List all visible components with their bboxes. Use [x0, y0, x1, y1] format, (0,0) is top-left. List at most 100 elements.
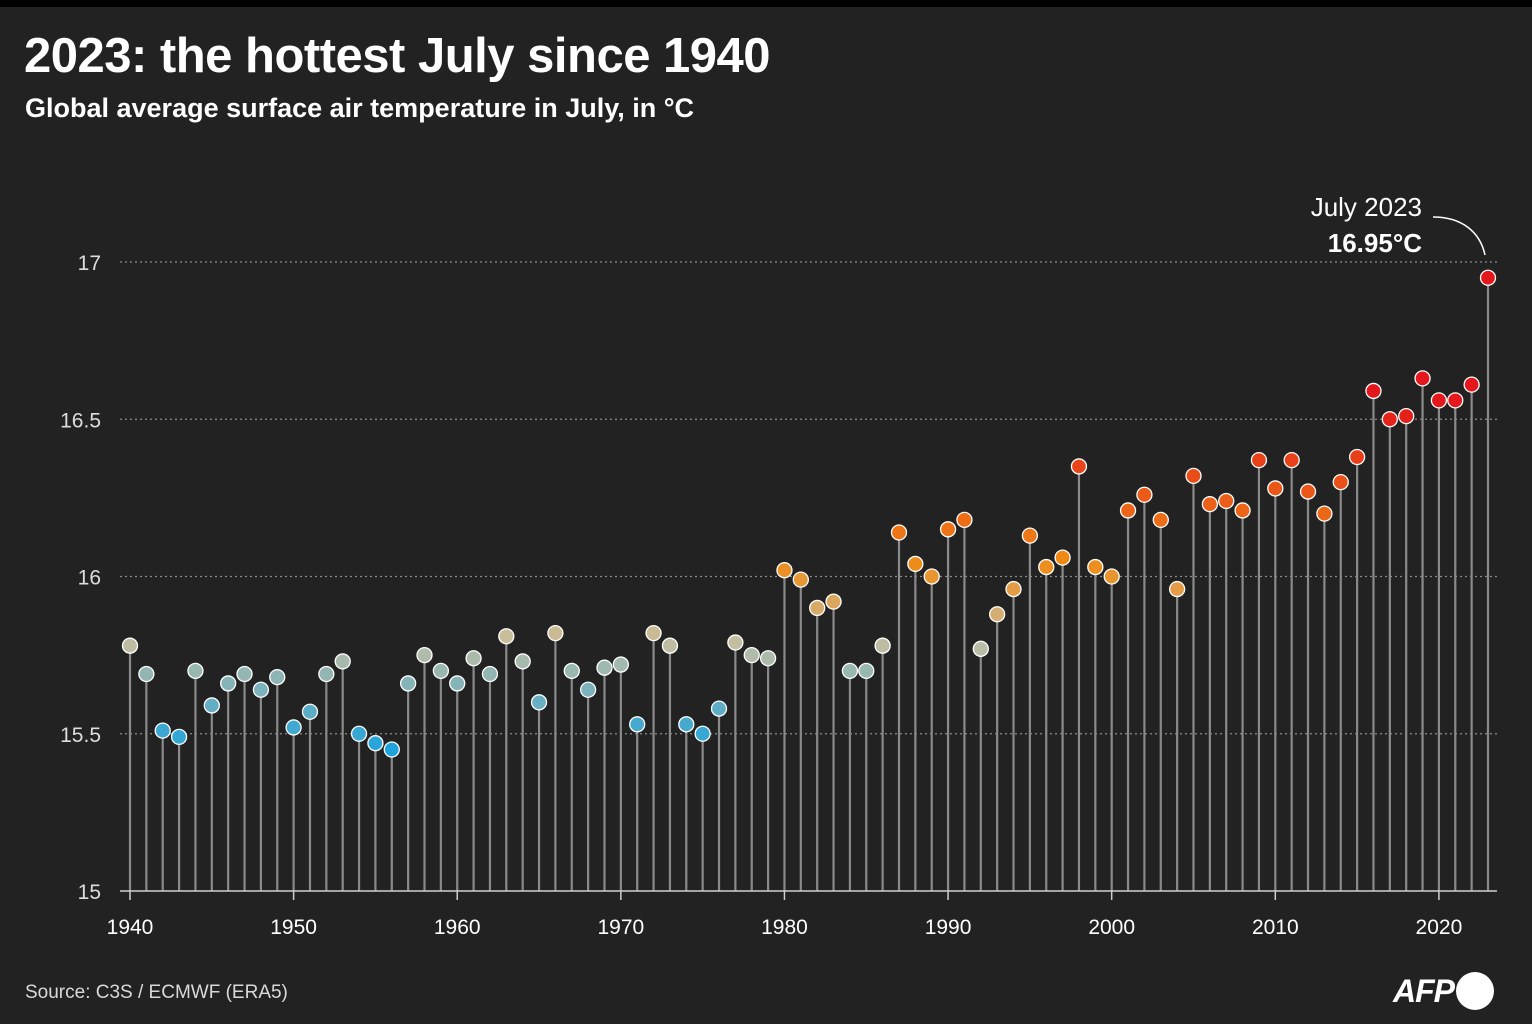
y-axis-labels: 15 15.5 16 16.5 17: [60, 252, 101, 904]
data-point: [1430, 392, 1448, 409]
stem-layer: [128, 277, 1490, 891]
grid-layer: [120, 261, 1497, 735]
x-tick-label: 2010: [1252, 916, 1299, 939]
data-point: [220, 675, 237, 692]
y-tick-label: 17: [78, 252, 101, 275]
data-point: [530, 694, 548, 711]
y-tick-label: 16.5: [60, 409, 101, 432]
data-point: [236, 665, 253, 683]
data-point: [923, 568, 940, 585]
data-point: [1381, 411, 1398, 428]
data-point: [252, 681, 270, 698]
data-point: [1119, 502, 1137, 519]
data-point: [1201, 496, 1219, 513]
data-point: [825, 593, 842, 610]
top-rule: [0, 0, 1532, 7]
x-tick-label: 1970: [597, 916, 644, 939]
data-point: [1348, 448, 1366, 466]
data-point: [759, 650, 777, 667]
data-point: [399, 675, 417, 692]
data-point: [367, 735, 384, 752]
data-point: [858, 662, 875, 679]
data-point: [1136, 486, 1153, 503]
data-point: [301, 703, 319, 720]
data-point: [154, 722, 171, 739]
data-point: [1250, 451, 1268, 469]
data-point: [972, 640, 989, 657]
data-point: [481, 665, 499, 683]
data-point: [1234, 502, 1251, 519]
data-point: [596, 659, 613, 676]
data-point: [1479, 269, 1497, 286]
data-point: [1332, 473, 1349, 491]
data-point: [939, 521, 957, 538]
data-point: [1316, 505, 1333, 522]
data-point: [416, 646, 433, 664]
data-point: [645, 624, 662, 642]
y-tick-label: 16: [78, 567, 101, 590]
annotation-label: July 2023: [1311, 192, 1422, 222]
data-point: [1299, 483, 1317, 500]
data-point: [1005, 580, 1022, 598]
data-point: [1152, 511, 1169, 529]
data-point: [1398, 407, 1415, 425]
data-point: [907, 555, 924, 573]
data-point: [547, 624, 564, 642]
data-point: [449, 675, 466, 692]
annotation-value: 16.95°C: [1328, 228, 1422, 258]
data-point: [498, 628, 515, 645]
chart-title: 2023: the hottest July since 1940: [24, 29, 771, 83]
y-tick-label: 15.5: [60, 724, 101, 747]
data-point: [1283, 451, 1300, 469]
data-point: [1070, 458, 1088, 475]
data-point: [629, 716, 646, 733]
data-point: [661, 637, 679, 654]
data-point: [203, 697, 220, 714]
data-point: [956, 511, 973, 529]
afp-logo: AFP: [1393, 972, 1494, 1010]
data-point: [1218, 492, 1235, 510]
data-point: [809, 599, 826, 617]
data-point: [170, 728, 188, 746]
afp-logo-text: AFP: [1393, 972, 1455, 1009]
data-point: [285, 719, 302, 736]
data-point: [678, 716, 695, 733]
data-point: [1054, 549, 1071, 566]
data-point: [710, 700, 728, 717]
data-point: [1021, 527, 1039, 544]
data-point: [269, 668, 286, 686]
x-tick-label: 2020: [1416, 916, 1463, 939]
x-tick-label: 1990: [925, 916, 972, 939]
data-point: [874, 637, 891, 654]
x-tick-label: 2000: [1088, 916, 1135, 939]
x-axis: 1940 1950 1960 1970 1980 1990 2000 2010 2020: [107, 890, 1497, 939]
data-point: [1365, 382, 1382, 400]
data-point: [138, 665, 155, 683]
data-point: [563, 662, 580, 679]
data-point: [743, 646, 760, 664]
data-point: [1267, 480, 1284, 497]
data-point: [694, 725, 711, 742]
data-point: [383, 741, 400, 758]
chart-subtitle: Global average surface air temperature i…: [25, 93, 695, 123]
data-point: [432, 662, 450, 679]
data-point: [350, 725, 368, 742]
data-point: [612, 656, 629, 673]
data-point: [318, 665, 335, 683]
data-point: [1185, 467, 1202, 485]
data-point: [841, 662, 859, 679]
data-point: [465, 650, 482, 667]
data-point: [1168, 580, 1186, 598]
data-point: [890, 524, 908, 541]
data-point: [121, 637, 139, 654]
data-point: [776, 562, 793, 579]
point-layer: [121, 269, 1497, 758]
x-tick-label: 1980: [761, 916, 808, 939]
data-point: [1447, 392, 1464, 409]
x-tick-label: 1940: [107, 916, 154, 939]
data-point: [989, 606, 1006, 623]
data-point: [727, 634, 744, 651]
data-point: [334, 653, 351, 670]
data-point: [1414, 370, 1431, 387]
